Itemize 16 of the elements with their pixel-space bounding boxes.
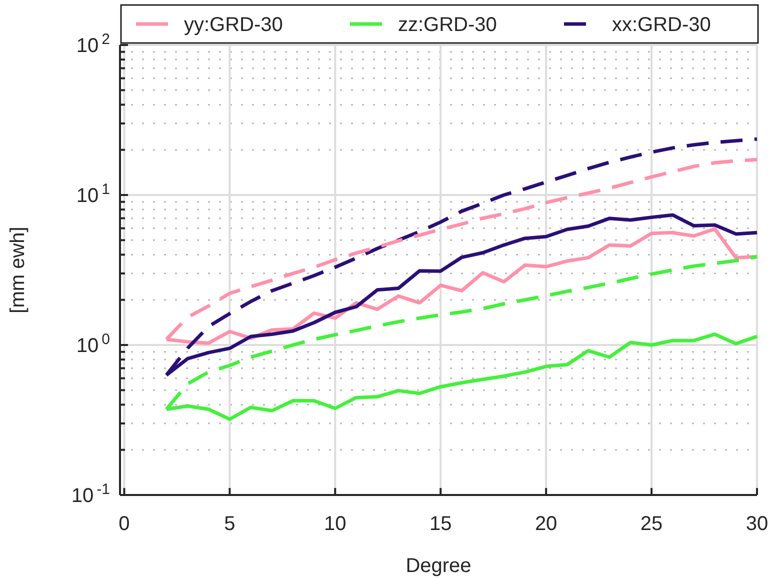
x-tick-label: 0 <box>118 513 130 535</box>
x-tick-label: 25 <box>640 513 663 535</box>
x-axis-title: Degree <box>406 555 472 577</box>
y-tick-label: 10$^{-1}$ <box>71 480 110 507</box>
y-axis-title: [mm ewh] <box>7 226 29 314</box>
legend-label: xx:GRD-30 <box>612 14 711 36</box>
x-tick-label: 20 <box>534 513 558 535</box>
legend-label: zz:GRD-30 <box>398 14 497 36</box>
x-tick-label: 10 <box>324 513 346 535</box>
x-tick-label: 15 <box>429 513 452 535</box>
x-tick-label: 5 <box>224 513 236 535</box>
legend-label: yy:GRD-30 <box>184 14 283 36</box>
x-tick-label: 30 <box>746 513 768 535</box>
y-tick-label: 10$^{1}$ <box>76 180 110 207</box>
y-tick-label: 10$^{2}$ <box>76 30 110 57</box>
y-tick-label: 10$^{0}$ <box>76 330 110 357</box>
